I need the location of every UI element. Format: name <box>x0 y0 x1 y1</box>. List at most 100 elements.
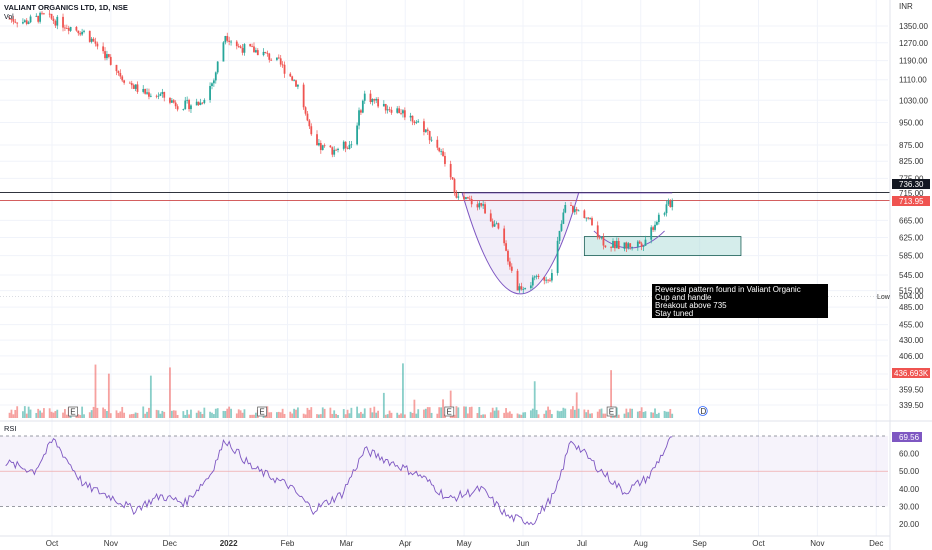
price-axis[interactable]: INR 1350.00 1270.00 1190.00 1110.00 1030.00 9… <box>877 0 930 550</box>
candle-body-166 <box>451 177 454 180</box>
rsi-tick-1: 50.00 <box>899 467 920 476</box>
candle-body-233 <box>629 243 632 248</box>
rsi-line <box>5 436 673 526</box>
volume-bar-154 <box>417 409 420 418</box>
volume-bar-233 <box>629 408 632 418</box>
volume-value: 436.693K <box>894 369 929 378</box>
volume-bar-108 <box>295 409 297 418</box>
volume-bar-174 <box>470 406 473 418</box>
volume-bar-134 <box>363 408 366 418</box>
volume-bar-218 <box>589 413 591 418</box>
volume-bar-197 <box>533 381 536 418</box>
volume-bar-44 <box>123 412 126 418</box>
candle-body-113 <box>308 120 311 127</box>
candle-body-45 <box>128 82 131 84</box>
candle-body-178 <box>482 204 485 206</box>
candle-body-214 <box>577 210 580 212</box>
volume-bar-32 <box>92 406 95 418</box>
rsi-axis[interactable]: 60.00 50.00 40.00 30.00 20.00 <box>899 450 920 529</box>
current-price-tag <box>892 196 930 206</box>
volume-bar-181 <box>491 407 494 418</box>
candle-body-135 <box>369 93 372 103</box>
volume-bar-207 <box>560 410 563 418</box>
candle-body-59 <box>163 92 166 98</box>
volume-bar-73 <box>201 413 204 418</box>
time-axis[interactable]: Oct Nov Dec 2022 Feb Mar Apr May Jun Jul Aug Sep Oct… <box>46 539 884 548</box>
candle-body-211 <box>572 205 574 213</box>
volume-bar-230 <box>623 413 626 418</box>
price-tick-1: 1270.00 <box>899 39 928 48</box>
volume-bar-99 <box>270 412 273 418</box>
candle-body-155 <box>423 121 425 132</box>
volume-bar-188 <box>508 411 511 418</box>
candle-body-122 <box>333 149 336 155</box>
volume-bar-243 <box>656 413 658 418</box>
price-tick-20: 430.00 <box>899 336 924 345</box>
volume-bar-56 <box>157 410 160 418</box>
earnings-marker-3: E <box>609 408 614 417</box>
volume-bar-240 <box>650 412 653 418</box>
candle-body-231 <box>625 242 628 249</box>
volume-bar-80 <box>222 410 225 418</box>
volume-bar-124 <box>337 414 339 418</box>
earnings-marker-box-3 <box>606 406 617 417</box>
candle-body-12 <box>39 12 42 22</box>
candle-body-39 <box>109 56 112 65</box>
candle-body-46 <box>130 83 133 86</box>
rsi-band <box>0 435 888 507</box>
candle-body-8 <box>27 22 30 24</box>
volume-bar-9 <box>29 409 32 418</box>
volume-bar-145 <box>396 412 399 418</box>
volume-bar-136 <box>371 412 374 418</box>
volume-bar-139 <box>377 410 380 418</box>
candle-body-128 <box>348 144 351 149</box>
annotation-line-2: Cup and handle <box>655 293 712 302</box>
candle-body-188 <box>508 261 511 267</box>
candle-body-170 <box>463 196 465 200</box>
volume-bar-3 <box>14 409 17 418</box>
volume-bar-31 <box>90 410 93 418</box>
volume-bar-71 <box>197 410 200 418</box>
candle-body-215 <box>583 210 586 219</box>
volume-bar-26 <box>77 414 80 418</box>
candle-body-162 <box>440 151 443 153</box>
volume-bar-155 <box>423 409 425 418</box>
volume-bar-58 <box>161 410 164 418</box>
candle-body-16 <box>50 13 53 19</box>
candle-body-9 <box>29 16 32 23</box>
candle-body-158 <box>428 131 431 141</box>
volume-bar-158 <box>428 407 431 418</box>
annotation-box[interactable]: Reversal pattern found in Valiant Organi… <box>652 284 828 318</box>
candle-body-32 <box>92 38 95 42</box>
volume-bar-5 <box>22 411 24 418</box>
volume-bar-133 <box>361 413 364 418</box>
candle-body-196 <box>531 277 534 286</box>
volume-bar-248 <box>669 408 672 418</box>
volume-bar-214 <box>577 408 580 418</box>
candle-body-78 <box>214 72 217 81</box>
volume-bar-185 <box>503 412 506 418</box>
candle-body-136 <box>371 99 374 103</box>
candle-body-153 <box>415 122 418 124</box>
earnings-marker-box-2 <box>444 406 455 417</box>
candle-body-183 <box>495 223 498 225</box>
candle-body-0 <box>8 18 11 20</box>
candle-body-17 <box>52 18 55 21</box>
candle-body-106 <box>291 76 294 81</box>
candle-body-36 <box>104 51 106 59</box>
candle-body-199 <box>537 275 540 277</box>
price-tick-12: 665.00 <box>899 216 924 225</box>
volume-bar-117 <box>319 414 322 418</box>
candle-body-138 <box>375 98 378 101</box>
candle-body-70 <box>195 101 198 106</box>
candle-body-203 <box>549 279 551 281</box>
candle-body-91 <box>251 46 253 48</box>
candle-body-175 <box>476 204 479 208</box>
candle-body-107 <box>293 80 295 82</box>
volume-bar-171 <box>465 406 467 418</box>
volume-bar-53 <box>148 407 150 418</box>
volume-bar-8 <box>27 406 30 418</box>
symbol-title: VALIANT ORGANICS LTD, 1D, NSE <box>4 3 128 12</box>
volume-bar-220 <box>596 411 599 418</box>
